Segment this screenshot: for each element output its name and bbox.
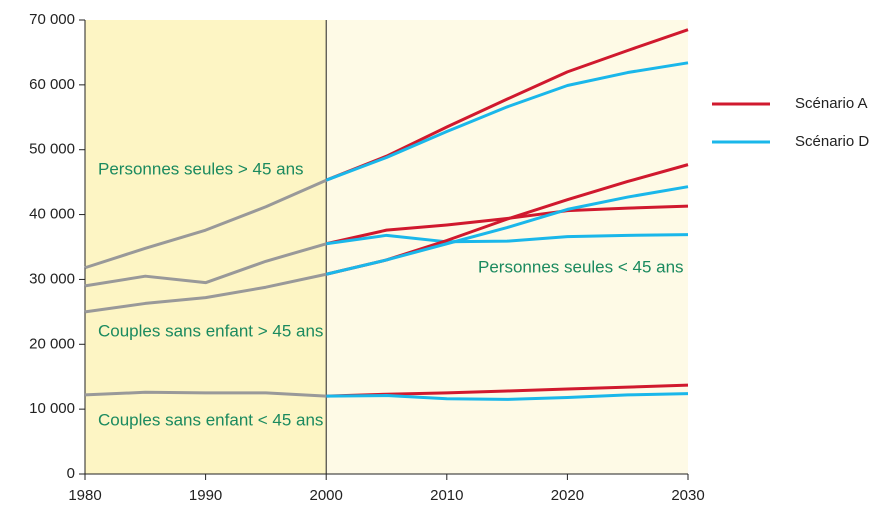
series-line [326, 392, 689, 401]
annotation: Couples sans enfant > 45 ans [98, 321, 323, 340]
x-tick-label: 2020 [551, 487, 584, 504]
annotation: Personnes seules < 45 ans [478, 257, 684, 276]
series-line [84, 390, 327, 398]
y-tick-label: 0 [67, 465, 75, 482]
x-tick-label: 2030 [671, 487, 704, 504]
series-line [84, 242, 327, 288]
series-line [84, 178, 327, 270]
y-tick-label: 50 000 [29, 141, 75, 158]
series-line [325, 233, 689, 246]
series-line [325, 61, 689, 182]
y-tick-label: 10 000 [29, 400, 75, 417]
y-tick-label: 30 000 [29, 270, 75, 287]
series-line [84, 272, 327, 314]
y-tick-label: 40 000 [29, 206, 75, 223]
y-tick-label: 70 000 [29, 11, 75, 28]
y-tick-label: 60 000 [29, 76, 75, 93]
x-tick-label: 1980 [68, 487, 101, 504]
legend-label: Scénario A [795, 95, 868, 112]
legend-label: Scénario D [795, 133, 869, 150]
x-tick-label: 2010 [430, 487, 463, 504]
x-tick-label: 1990 [189, 487, 222, 504]
y-tick-label: 20 000 [29, 335, 75, 352]
annotation: Couples sans enfant < 45 ans [98, 410, 323, 429]
annotation: Personnes seules > 45 ans [98, 159, 304, 178]
highlight-period [85, 20, 327, 474]
x-tick-label: 2000 [310, 487, 343, 504]
series-line [325, 185, 689, 276]
